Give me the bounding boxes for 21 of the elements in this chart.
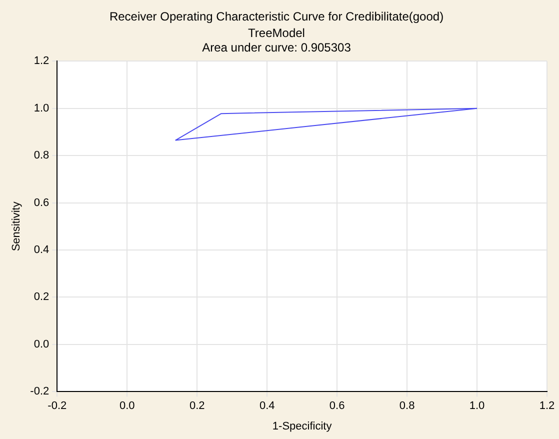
chart-subtitle: TreeModel [248,26,305,40]
y-tick-label: 1.2 [34,55,50,68]
y-tick-label: 0.6 [34,196,50,209]
y-tick-label: -0.2 [30,386,50,398]
x-tick-label: 0.8 [399,400,415,412]
x-tick-label: 0.6 [329,400,345,412]
x-tick-label: 1.2 [539,400,555,412]
y-tick-label: 0.0 [34,338,50,350]
text: Area under curve: 0.905303 [202,40,352,54]
x-tick-label: 0.4 [259,400,275,412]
x-tick-label: 1.0 [469,400,485,412]
y-tick-label: 0.2 [34,291,50,304]
y-tick-label: 0.4 [34,244,50,256]
chart-title: Receiver Operating Characteristic Curve for Credibilitate(good) [109,10,444,24]
x-axis-title: 1-Specificity [272,420,332,432]
y-axis-title: Sensitivity [10,201,23,252]
x-tick-label: -0.2 [48,400,67,412]
x-tick-label: 0.2 [189,400,205,412]
x-tick-label: 0.0 [119,400,135,412]
y-tick-label: 0.8 [34,150,50,162]
y-tick-label: 1.0 [34,102,50,114]
